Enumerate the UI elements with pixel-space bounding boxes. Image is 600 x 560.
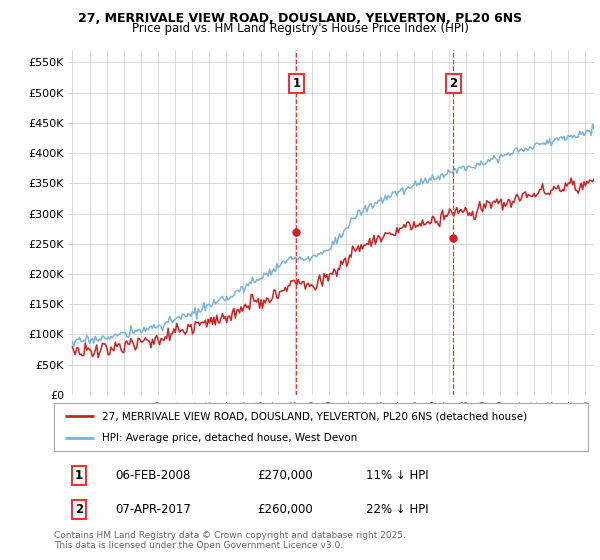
Text: 07-APR-2017: 07-APR-2017 bbox=[115, 503, 191, 516]
Text: HPI: Average price, detached house, West Devon: HPI: Average price, detached house, West… bbox=[102, 433, 358, 443]
Text: 22% ↓ HPI: 22% ↓ HPI bbox=[367, 503, 429, 516]
Text: 1: 1 bbox=[75, 469, 83, 482]
Text: 27, MERRIVALE VIEW ROAD, DOUSLAND, YELVERTON, PL20 6NS (detached house): 27, MERRIVALE VIEW ROAD, DOUSLAND, YELVE… bbox=[102, 411, 527, 421]
Text: 2: 2 bbox=[449, 77, 457, 90]
Text: Contains HM Land Registry data © Crown copyright and database right 2025.
This d: Contains HM Land Registry data © Crown c… bbox=[54, 531, 406, 550]
Text: 11% ↓ HPI: 11% ↓ HPI bbox=[367, 469, 429, 482]
Text: 27, MERRIVALE VIEW ROAD, DOUSLAND, YELVERTON, PL20 6NS: 27, MERRIVALE VIEW ROAD, DOUSLAND, YELVE… bbox=[78, 12, 522, 25]
Text: £270,000: £270,000 bbox=[257, 469, 313, 482]
Text: 2: 2 bbox=[75, 503, 83, 516]
Text: £260,000: £260,000 bbox=[257, 503, 313, 516]
Text: Price paid vs. HM Land Registry's House Price Index (HPI): Price paid vs. HM Land Registry's House … bbox=[131, 22, 469, 35]
Text: 06-FEB-2008: 06-FEB-2008 bbox=[115, 469, 191, 482]
Text: 1: 1 bbox=[292, 77, 301, 90]
